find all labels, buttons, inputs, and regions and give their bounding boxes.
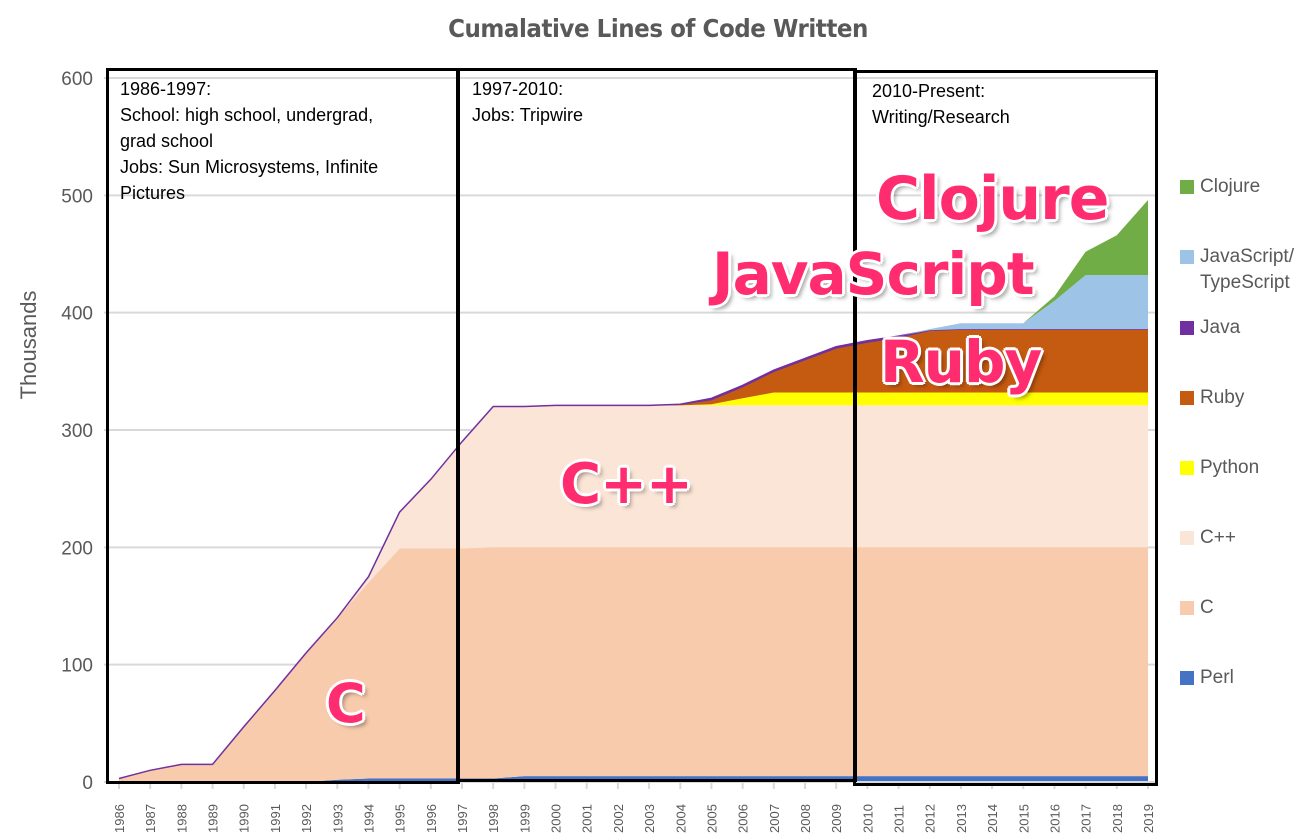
era-line: 2010-Present: <box>872 81 986 101</box>
legend-item-perl: Perl <box>1180 665 1234 691</box>
legend-item-javascript: JavaScript/TypeScript <box>1180 244 1294 296</box>
x-tick-label: 2005 <box>704 804 719 833</box>
era-line: Jobs: Sun Microsystems, Infinite <box>120 157 379 177</box>
x-tick-label: 1988 <box>174 804 189 833</box>
legend-swatch <box>1180 531 1194 545</box>
legend-item-ruby: Ruby <box>1180 385 1244 411</box>
x-tick-label: 1995 <box>393 804 408 833</box>
era-line: Jobs: Tripwire <box>472 105 584 125</box>
x-tick-label: 1999 <box>517 804 532 833</box>
legend-label: JavaScript/TypeScript <box>1200 244 1294 296</box>
chart-title: Cumalative Lines of Code Written <box>448 14 868 43</box>
legend-label: Ruby <box>1200 387 1245 408</box>
era-line: grad school <box>120 131 214 151</box>
annotation-cpp: C++ <box>560 452 693 517</box>
era-box-2010-present <box>853 70 1158 786</box>
legend-swatch <box>1180 461 1194 475</box>
era-line: 1997-2010: <box>472 79 564 99</box>
stacked-areas <box>118 200 1148 782</box>
legend-swatch <box>1180 180 1194 194</box>
y-tick-label: 0 <box>82 773 93 794</box>
y-axis-ticks: 0 100 200 300 400 500 600 <box>61 69 93 794</box>
x-tick-label: 1989 <box>206 804 221 833</box>
x-tick-label: 2010 <box>860 804 875 833</box>
x-tick-label: 1996 <box>424 804 439 833</box>
x-tick-label: 2015 <box>1016 804 1031 833</box>
legend-item-c: C <box>1180 595 1214 621</box>
legend-label: Python <box>1200 457 1260 478</box>
x-tick-label: 2017 <box>1079 804 1094 833</box>
era-line: School: high school, undergrad, <box>120 105 374 125</box>
x-tick-label: 2002 <box>611 804 626 833</box>
y-tick-label: 500 <box>61 186 93 207</box>
x-tick-label: 2007 <box>767 804 782 833</box>
legend-label: Clojure <box>1200 176 1261 197</box>
y-tick-label: 300 <box>61 421 93 442</box>
era-line: Pictures <box>120 183 186 203</box>
era-line: 1986-1997: <box>120 79 212 99</box>
area-javascript-typescript <box>119 275 1148 779</box>
x-tick-label: 2009 <box>829 804 844 833</box>
x-tick-label: 2003 <box>642 804 657 833</box>
legend-label: C++ <box>1200 527 1236 548</box>
legend-label-line1: JavaScript/ <box>1200 246 1294 267</box>
era-line: Writing/Research <box>872 107 1010 127</box>
legend-label: Java <box>1200 317 1241 338</box>
x-tick-label: 1993 <box>330 804 345 833</box>
y-axis-label: Thousands <box>16 291 41 400</box>
x-tick-label: 1991 <box>268 804 283 833</box>
legend-swatch <box>1180 250 1194 264</box>
x-tick-label: 2006 <box>736 804 751 833</box>
legend-item-clojure: Clojure <box>1180 174 1260 200</box>
x-tick-label: 2008 <box>798 804 813 833</box>
y-tick-label: 600 <box>61 69 93 90</box>
legend-item-python: Python <box>1180 455 1259 481</box>
area-cpp <box>119 405 1148 779</box>
legend-item-cpp: C++ <box>1180 525 1236 551</box>
legend-swatch <box>1180 671 1194 685</box>
x-tick-label: 2013 <box>954 804 969 833</box>
x-tick-label: 2014 <box>985 804 1000 833</box>
x-tick-label: 1986 <box>112 804 127 833</box>
x-tick-label: 1992 <box>299 804 314 833</box>
legend-swatch <box>1180 391 1194 405</box>
y-tick-label: 400 <box>61 304 93 325</box>
legend-swatch <box>1180 321 1194 335</box>
legend-label: Perl <box>1200 667 1234 688</box>
annotation-clojure: Clojure <box>876 164 1109 234</box>
y-tick-label: 100 <box>61 656 93 677</box>
x-tick-label: 2001 <box>580 804 595 833</box>
annotation-ruby: Ruby <box>880 328 1042 396</box>
era-text-2010-present: 2010-Present: Writing/Research <box>872 78 1010 130</box>
x-tick-label: 2012 <box>923 804 938 833</box>
legend-item-java: Java <box>1180 315 1240 341</box>
x-tick-label: 2004 <box>673 804 688 833</box>
x-tick-label: 2018 <box>1110 804 1125 833</box>
annotation-c: C <box>326 672 366 735</box>
x-tick-label: 1998 <box>486 804 501 833</box>
legend-label-line2: TypeScript <box>1200 272 1290 293</box>
x-tick-label: 2019 <box>1141 804 1156 833</box>
y-tick-label: 200 <box>61 538 93 559</box>
x-tick-label: 1987 <box>143 804 158 833</box>
era-text-1986-1997: 1986-1997: School: high school, undergra… <box>120 76 378 206</box>
legend-label: C <box>1200 597 1214 618</box>
era-text-1997-2010: 1997-2010: Jobs: Tripwire <box>472 76 583 128</box>
area-ruby <box>119 329 1148 779</box>
era-box-1997-2010 <box>456 68 857 782</box>
annotation-javascript: JavaScript <box>712 240 1035 308</box>
x-tick-label: 1997 <box>455 804 470 833</box>
x-tick-label: 1990 <box>237 804 252 833</box>
x-axis-ticks: 1986 1987 1988 1989 1990 1991 1992 1993 1994 1995… <box>112 783 1156 833</box>
area-c <box>119 547 1148 782</box>
area-java <box>118 328 1148 780</box>
x-tick-label: 1994 <box>361 804 376 833</box>
x-tick-label: 2011 <box>892 805 907 833</box>
x-tick-label: 2000 <box>549 804 564 833</box>
legend-swatch <box>1180 601 1194 615</box>
x-tick-label: 2016 <box>1047 804 1062 833</box>
